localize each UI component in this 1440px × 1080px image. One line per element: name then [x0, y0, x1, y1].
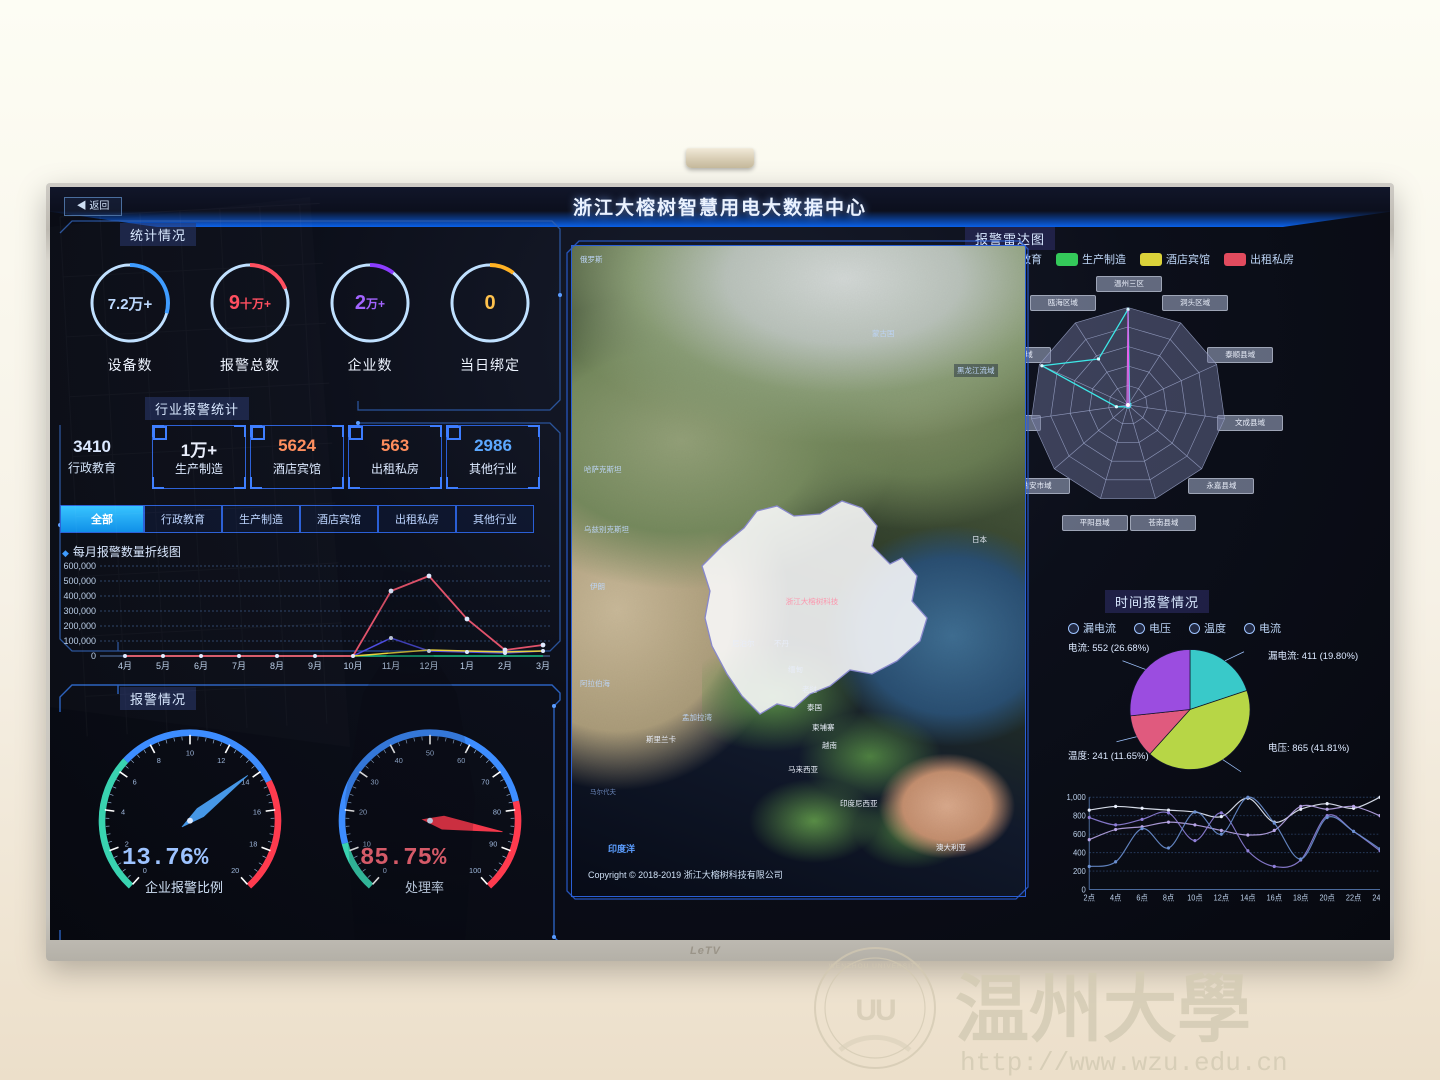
svg-text:浙江大榕树科技: 浙江大榕树科技 [786, 596, 839, 606]
svg-text:4: 4 [121, 807, 125, 816]
svg-text:200: 200 [1073, 867, 1086, 876]
svg-text:8: 8 [157, 756, 161, 765]
svg-text:500,000: 500,000 [63, 576, 96, 586]
svg-text:WENZHOU UNIVERSITY: WENZHOU UNIVERSITY [829, 963, 921, 970]
svg-text:12点: 12点 [1214, 893, 1230, 902]
svg-text:6点: 6点 [1136, 893, 1148, 902]
svg-text:20: 20 [231, 866, 239, 875]
svg-text:4月: 4月 [118, 661, 132, 671]
svg-text:400: 400 [1073, 848, 1086, 857]
svg-text:11月: 11月 [382, 661, 400, 671]
svg-text:600: 600 [1073, 830, 1086, 839]
svg-text:8月: 8月 [270, 661, 284, 671]
svg-text:30: 30 [371, 777, 379, 786]
svg-text:10月: 10月 [343, 661, 362, 671]
svg-text:7月: 7月 [232, 661, 246, 671]
svg-text:80: 80 [493, 807, 501, 816]
svg-text:UU: UU [855, 994, 895, 1027]
svg-text:10: 10 [186, 748, 194, 757]
svg-text:12月: 12月 [419, 661, 438, 671]
svg-text:6月: 6月 [194, 661, 208, 671]
svg-text:20: 20 [359, 807, 367, 816]
svg-text:22点: 22点 [1346, 893, 1362, 902]
svg-text:6: 6 [133, 777, 137, 786]
svg-text:0: 0 [91, 651, 96, 661]
svg-text:70: 70 [481, 777, 489, 786]
svg-text:20点: 20点 [1319, 893, 1335, 902]
svg-text:2月: 2月 [498, 661, 512, 671]
svg-text:温州大學: 温州大學 [955, 968, 1251, 1051]
svg-text:http://www.wzu.edu.cn: http://www.wzu.edu.cn [960, 1048, 1288, 1078]
svg-text:10点: 10点 [1187, 893, 1203, 902]
svg-text:400,000: 400,000 [63, 591, 96, 601]
svg-text:50: 50 [426, 748, 434, 757]
svg-text:9月: 9月 [308, 661, 322, 671]
svg-text:24点: 24点 [1372, 893, 1380, 902]
svg-text:60: 60 [457, 756, 465, 765]
svg-text:16: 16 [253, 807, 261, 816]
svg-text:100: 100 [469, 866, 481, 875]
svg-text:40: 40 [395, 756, 403, 765]
svg-text:300,000: 300,000 [63, 606, 96, 616]
svg-text:16点: 16点 [1267, 893, 1283, 902]
svg-text:8点: 8点 [1163, 893, 1175, 902]
svg-text:3月: 3月 [536, 661, 550, 671]
svg-text:12: 12 [217, 756, 225, 765]
svg-text:14点: 14点 [1240, 893, 1256, 902]
svg-text:5月: 5月 [156, 661, 170, 671]
svg-text:18: 18 [249, 839, 257, 848]
svg-text:100,000: 100,000 [63, 636, 96, 646]
svg-text:200,000: 200,000 [63, 621, 96, 631]
svg-text:18点: 18点 [1293, 893, 1309, 902]
svg-text:90: 90 [489, 839, 497, 848]
svg-text:600,000: 600,000 [63, 561, 96, 571]
svg-text:4点: 4点 [1110, 893, 1122, 902]
svg-text:1月: 1月 [460, 661, 474, 671]
svg-text:1,000: 1,000 [1067, 793, 1087, 802]
svg-text:800: 800 [1073, 811, 1086, 820]
svg-text:2点: 2点 [1084, 893, 1096, 902]
